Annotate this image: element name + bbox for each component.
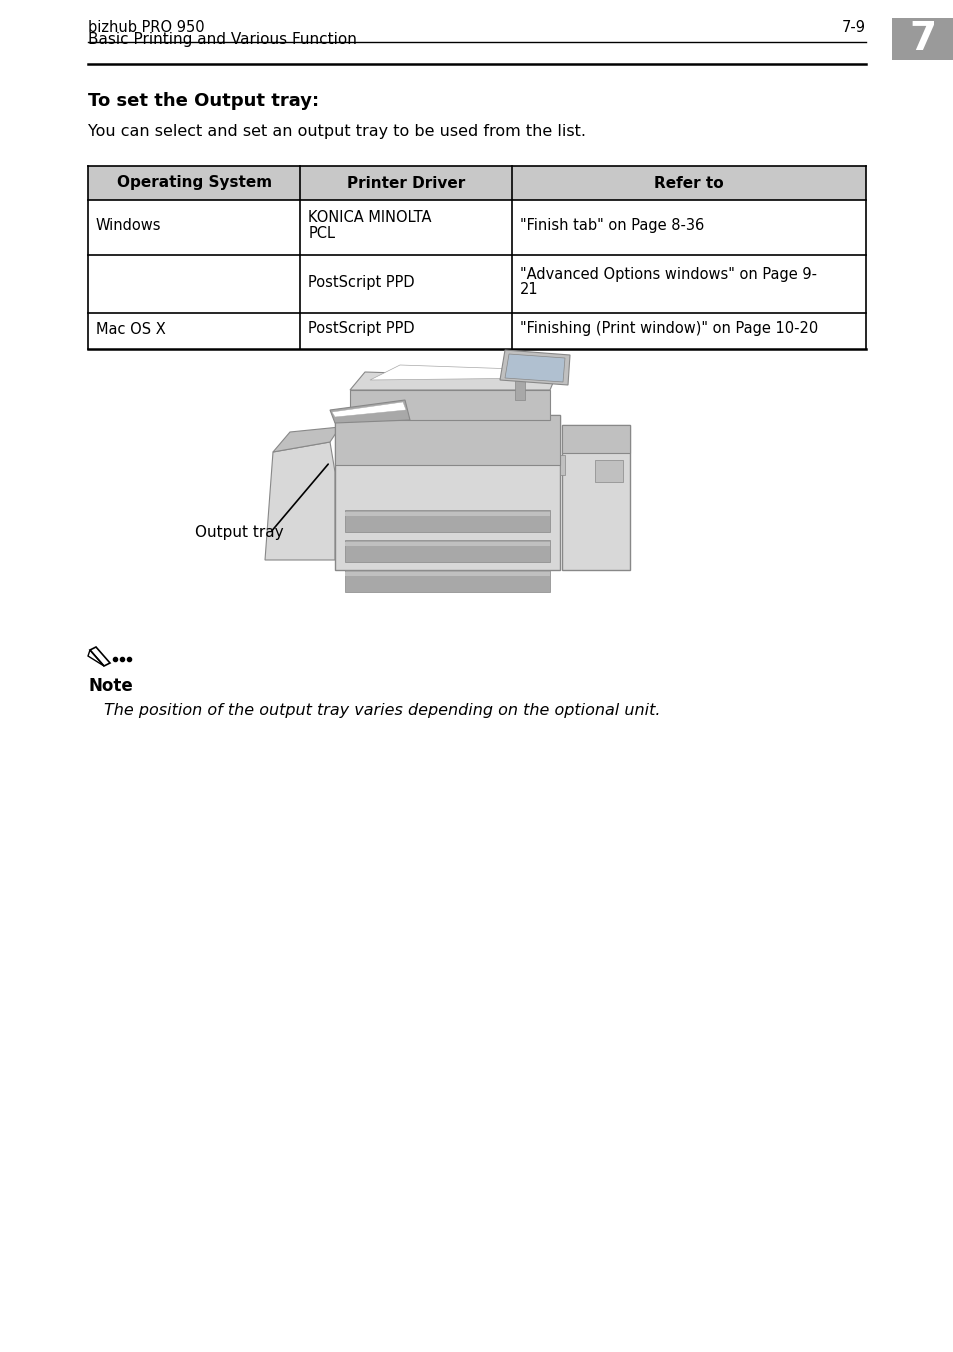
Text: You can select and set an output tray to be used from the list.: You can select and set an output tray to… <box>88 124 585 139</box>
Text: bizhub PRO 950: bizhub PRO 950 <box>88 20 204 35</box>
Bar <box>515 380 524 400</box>
Text: 7: 7 <box>908 20 936 58</box>
Polygon shape <box>273 427 339 452</box>
Bar <box>345 510 550 531</box>
Bar <box>891 18 953 59</box>
Bar <box>335 415 559 571</box>
Bar <box>345 571 550 592</box>
Bar <box>559 456 564 475</box>
Polygon shape <box>332 402 406 416</box>
Polygon shape <box>370 365 544 380</box>
Polygon shape <box>350 372 555 389</box>
Text: 21: 21 <box>519 283 538 297</box>
Text: Refer to: Refer to <box>654 176 723 191</box>
Bar <box>345 512 550 516</box>
Bar <box>345 539 550 562</box>
Text: PostScript PPD: PostScript PPD <box>308 274 415 289</box>
Bar <box>335 415 559 465</box>
Bar <box>345 542 550 546</box>
Text: 7-9: 7-9 <box>841 20 865 35</box>
Text: KONICA MINOLTA: KONICA MINOLTA <box>308 210 432 224</box>
Bar <box>345 572 550 576</box>
Text: "Finish tab" on Page 8-36: "Finish tab" on Page 8-36 <box>519 218 703 233</box>
Text: PostScript PPD: PostScript PPD <box>308 322 415 337</box>
Polygon shape <box>504 354 564 383</box>
Text: Operating System: Operating System <box>116 176 272 191</box>
Text: PCL: PCL <box>308 226 335 241</box>
Bar <box>595 460 622 483</box>
Text: "Finishing (Print window)" on Page 10-20: "Finishing (Print window)" on Page 10-20 <box>519 322 818 337</box>
Polygon shape <box>330 400 410 423</box>
Text: Note: Note <box>88 677 132 695</box>
Text: Mac OS X: Mac OS X <box>96 322 166 337</box>
Text: Printer Driver: Printer Driver <box>347 176 465 191</box>
Text: Output tray: Output tray <box>194 525 283 539</box>
Text: "Advanced Options windows" on Page 9-: "Advanced Options windows" on Page 9- <box>519 266 816 281</box>
Text: To set the Output tray:: To set the Output tray: <box>88 92 319 110</box>
Text: The position of the output tray varies depending on the optional unit.: The position of the output tray varies d… <box>104 703 659 718</box>
Polygon shape <box>265 442 335 560</box>
Polygon shape <box>499 350 569 385</box>
Text: Basic Printing and Various Function: Basic Printing and Various Function <box>88 32 356 47</box>
Bar <box>561 425 629 571</box>
Text: Windows: Windows <box>96 218 161 233</box>
Bar <box>561 425 629 453</box>
Bar <box>350 389 550 420</box>
Bar <box>88 166 865 200</box>
